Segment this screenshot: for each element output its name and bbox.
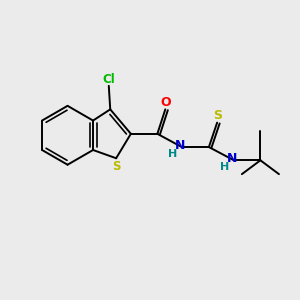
Text: H: H — [220, 162, 230, 172]
Text: S: S — [213, 109, 222, 122]
Text: S: S — [112, 160, 121, 173]
Text: N: N — [175, 139, 185, 152]
Text: O: O — [160, 96, 171, 110]
Text: Cl: Cl — [102, 73, 115, 86]
Text: H: H — [168, 148, 177, 158]
Text: N: N — [227, 152, 238, 165]
